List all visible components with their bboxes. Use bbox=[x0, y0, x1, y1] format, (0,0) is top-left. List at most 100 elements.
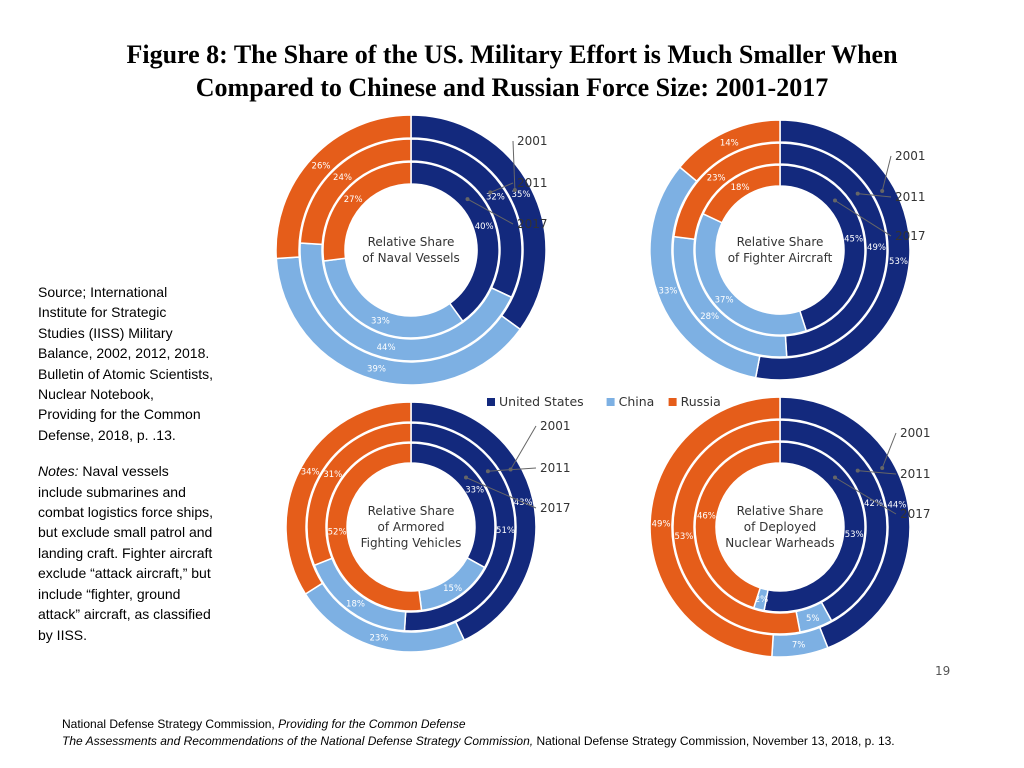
data-label-2011-russia: 23% bbox=[707, 174, 726, 184]
legend-label-russia: Russia bbox=[681, 394, 721, 409]
data-label-2001-united-states: 40% bbox=[475, 222, 494, 232]
data-label-2017-russia: 26% bbox=[312, 162, 331, 172]
center-label-line: Relative Share bbox=[737, 235, 824, 249]
arrow-head-2011 bbox=[485, 469, 490, 474]
legend-label-china: China bbox=[619, 394, 655, 409]
notes-body: Naval vessels include submarines and com… bbox=[38, 463, 214, 643]
data-label-2011-russia: 24% bbox=[333, 173, 352, 183]
data-label-2017-china: 7% bbox=[792, 641, 806, 651]
slice-2017-russia bbox=[285, 401, 412, 596]
citation-publisher-date: National Defense Strategy Commission, No… bbox=[533, 734, 895, 748]
citation-line-2: The Assessments and Recommendations of t… bbox=[62, 733, 1012, 750]
arrow-2001 bbox=[881, 432, 897, 469]
center-label-line: of Fighter Aircraft bbox=[728, 251, 833, 265]
arrow-2001 bbox=[510, 425, 537, 470]
data-label-2001-china: 15% bbox=[443, 584, 462, 594]
data-label-2011-united-states: 49% bbox=[867, 243, 886, 253]
slice-2011-russia bbox=[673, 142, 781, 241]
year-label-2011: 2011 bbox=[900, 467, 931, 481]
arrow-head-2011 bbox=[855, 468, 860, 473]
center-label-line: Relative Share bbox=[368, 235, 455, 249]
data-label-2017-china: 23% bbox=[369, 633, 388, 643]
data-label-2001-china: 37% bbox=[715, 295, 734, 305]
slice-2017-russia bbox=[649, 396, 781, 658]
arrow-2001 bbox=[881, 155, 892, 192]
data-label-2017-united-states: 44% bbox=[887, 501, 906, 511]
slice-2011-russia bbox=[672, 419, 801, 635]
citation-footer: National Defense Strategy Commission, Pr… bbox=[62, 716, 1012, 750]
slice-2001-united-states bbox=[763, 441, 866, 613]
slide-title: Figure 8: The Share of the US. Military … bbox=[40, 38, 984, 104]
donut-chart-relative-share-of-deployed-nuclear-warheads: 44% 7% 49% 42% 5% 53% 53% 2% 46% Relative Share of… bbox=[649, 396, 931, 658]
data-label-2001-russia: 18% bbox=[731, 183, 750, 193]
center-label-line: Relative Share bbox=[737, 504, 824, 518]
data-label-2001-russia: 52% bbox=[328, 528, 347, 538]
notes-label: Notes: bbox=[38, 463, 79, 480]
donut-chart-relative-share-of-fighter-aircraft: 53% 33% 14% 49% 28% 23% 45% 37% 18% Relative Shar… bbox=[649, 119, 926, 381]
arrow-2011 bbox=[487, 467, 537, 472]
center-label-line: of Naval Vessels bbox=[362, 251, 459, 265]
arrow-head-2017 bbox=[833, 475, 837, 480]
year-label-2017: 2017 bbox=[517, 217, 548, 231]
arrow-2017 bbox=[467, 198, 514, 225]
data-label-2017-united-states: 35% bbox=[512, 190, 531, 200]
source-text: Source; International Institute for Stra… bbox=[38, 284, 214, 443]
data-label-2001-china: 33% bbox=[371, 317, 390, 327]
notes-text: Notes: Naval vessels include submarines … bbox=[38, 461, 216, 645]
data-label-2017-china: 33% bbox=[659, 286, 678, 296]
arrow-2011 bbox=[857, 470, 897, 475]
year-label-2001: 2001 bbox=[540, 419, 571, 433]
data-label-2001-united-states: 53% bbox=[845, 530, 864, 540]
data-label-2001-russia: 46% bbox=[697, 511, 716, 521]
data-label-2011-united-states: 32% bbox=[486, 192, 505, 202]
arrow-head-2001 bbox=[880, 189, 885, 193]
center-label-line: Nuclear Warheads bbox=[725, 536, 834, 550]
slice-2011-russia bbox=[299, 138, 412, 246]
arrow-2011 bbox=[857, 193, 892, 198]
data-label-2001-united-states: 33% bbox=[465, 485, 484, 495]
legend-swatch-china bbox=[606, 398, 615, 406]
legend-swatch-russia bbox=[668, 398, 677, 406]
data-label-2017-russia: 14% bbox=[720, 138, 739, 148]
chart-legend: United States China Russia bbox=[487, 394, 721, 409]
arrow-2017 bbox=[834, 477, 897, 515]
year-label-2001: 2001 bbox=[900, 426, 931, 440]
year-label-2017: 2017 bbox=[540, 501, 571, 515]
data-label-2017-united-states: 53% bbox=[889, 257, 908, 267]
arrow-head-2017 bbox=[465, 197, 470, 202]
year-label-2001: 2001 bbox=[895, 149, 926, 163]
year-label-2011: 2011 bbox=[517, 176, 548, 190]
data-label-2011-united-states: 42% bbox=[864, 499, 883, 509]
arrow-head-2011 bbox=[855, 191, 860, 196]
center-label-line: of Armored bbox=[377, 520, 444, 534]
slice-2011-russia bbox=[306, 422, 412, 567]
arrow-2017 bbox=[834, 200, 892, 237]
data-label-2011-russia: 31% bbox=[323, 470, 342, 480]
center-label-line: Fighting Vehicles bbox=[361, 536, 462, 550]
year-label-2011: 2011 bbox=[540, 461, 571, 475]
donut-charts-figure: 35% 39% 26% 32% 44% 24% 40% 33% 27% Relative Shar… bbox=[245, 112, 975, 682]
arrow-head-2001 bbox=[512, 188, 517, 192]
arrow-2017 bbox=[465, 477, 537, 509]
center-label-line: Relative Share bbox=[368, 504, 455, 518]
slice-2017-russia bbox=[275, 114, 412, 260]
data-label-2001-russia: 27% bbox=[344, 195, 363, 205]
title-line-2: Compared to Chinese and Russian Force Si… bbox=[195, 73, 829, 102]
year-label-2011: 2011 bbox=[895, 190, 926, 204]
legend-label-united-states: United States bbox=[499, 394, 584, 409]
center-label-line: of Deployed bbox=[744, 520, 816, 534]
slice-2001-russia bbox=[694, 441, 781, 609]
data-label-2011-china: 28% bbox=[700, 312, 719, 322]
slice-2001-russia bbox=[322, 161, 412, 262]
legend-swatch-united-states bbox=[487, 398, 495, 406]
page-number: 19 bbox=[935, 664, 950, 678]
arrow-2011 bbox=[490, 182, 514, 193]
data-label-2001-united-states: 45% bbox=[844, 234, 863, 244]
data-label-2011-russia: 53% bbox=[674, 532, 693, 542]
citation-report-subtitle: The Assessments and Recommendations of t… bbox=[62, 734, 534, 748]
data-label-2017-russia: 49% bbox=[652, 519, 671, 529]
data-label-2011-united-states: 51% bbox=[496, 526, 515, 536]
slice-2017-russia bbox=[678, 119, 781, 183]
donut-charts-svg: 35% 39% 26% 32% 44% 24% 40% 33% 27% Relative Shar… bbox=[275, 114, 950, 678]
donut-chart-relative-share-of-naval-vessels: 35% 39% 26% 32% 44% 24% 40% 33% 27% Relative Shar… bbox=[275, 114, 548, 386]
